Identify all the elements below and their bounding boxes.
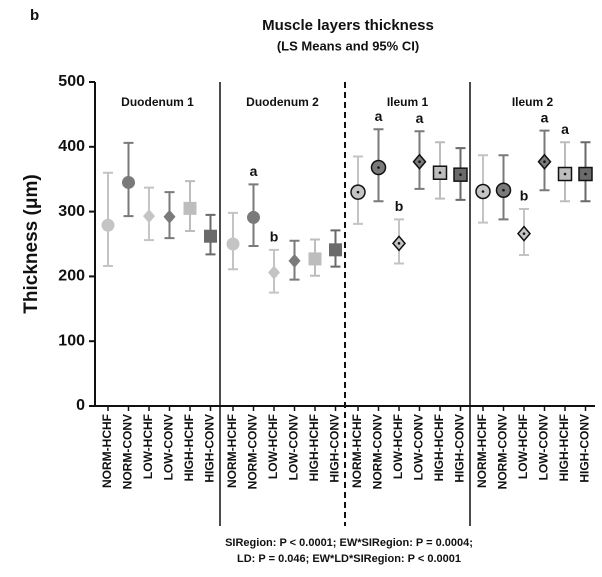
marker	[101, 218, 115, 232]
panel-title: Duodenum 1	[121, 95, 194, 109]
x-tick-label: LOW-CONV	[162, 414, 176, 480]
x-tick-label: NORM-HCHF	[350, 414, 364, 488]
marker-dot	[397, 242, 401, 245]
marker	[183, 201, 197, 215]
y-tick-label: 400	[58, 138, 85, 155]
x-tick-label: HIGH-HCHF	[432, 414, 446, 481]
marker	[163, 209, 176, 224]
marker	[143, 209, 155, 224]
significance-letter: b	[395, 198, 404, 214]
x-tick-label: LOW-CONV	[537, 414, 551, 480]
marker-dot	[356, 190, 360, 194]
y-tick-label: 300	[58, 203, 85, 220]
marker-dot	[481, 190, 485, 193]
marker	[226, 237, 240, 251]
x-tick-label: NORM-HCHF	[100, 414, 114, 488]
y-tick-label: 0	[76, 397, 85, 414]
marker-dot	[418, 160, 421, 164]
x-tick-label: NORM-CONV	[496, 414, 510, 489]
x-tick-label: HIGH-HCHF	[557, 414, 571, 481]
marker-dot	[377, 166, 380, 169]
x-tick-label: HIGH-CONV	[203, 414, 217, 483]
significance-letter: a	[375, 108, 383, 124]
x-tick-label: HIGH-HCHF	[307, 414, 321, 481]
marker	[288, 253, 301, 268]
marker-dot	[584, 172, 587, 176]
marker-dot	[438, 171, 442, 175]
panel-title: Ileum 1	[387, 95, 429, 109]
x-tick-label: HIGH-CONV	[578, 414, 592, 483]
chart-title: Muscle layers thickness	[262, 17, 434, 34]
x-tick-label: NORM-CONV	[371, 414, 385, 489]
x-tick-label: LOW-HCHF	[266, 414, 280, 479]
x-tick-label: HIGH-CONV	[453, 414, 467, 483]
x-tick-label: NORM-CONV	[246, 414, 260, 489]
marker-dot	[502, 188, 505, 192]
x-tick-label: NORM-CONV	[121, 414, 135, 489]
marker	[329, 243, 342, 257]
significance-letter: b	[520, 188, 529, 204]
x-tick-label: LOW-CONV	[287, 414, 301, 480]
x-tick-label: LOW-HCHF	[516, 414, 530, 479]
marker-dot	[563, 172, 567, 176]
y-tick-label: 200	[58, 268, 85, 285]
panel-label: b	[30, 7, 39, 24]
y-axis-label: Thickness (μm)	[21, 174, 42, 313]
marker-dot	[522, 232, 526, 235]
marker-dot	[543, 160, 546, 164]
panel-title: Ileum 2	[512, 95, 554, 109]
panel-title: Duodenum 2	[246, 95, 319, 109]
x-tick-label: HIGH-HCHF	[182, 414, 196, 481]
marker	[308, 252, 322, 266]
significance-letter: a	[250, 163, 258, 179]
note: LD: P = 0.046; EW*LD*SIRegion: P < 0.000…	[237, 553, 461, 565]
marker	[122, 175, 135, 189]
marker	[247, 210, 260, 224]
note: SIRegion: P < 0.0001; EW*SIRegion: P = 0…	[225, 537, 473, 549]
x-tick-label: NORM-HCHF	[475, 414, 489, 488]
significance-letter: a	[416, 110, 424, 126]
significance-letter: a	[541, 109, 549, 125]
y-tick-label: 100	[58, 332, 85, 349]
significance-letter: b	[270, 229, 279, 245]
marker-dot	[459, 173, 462, 176]
x-tick-label: HIGH-CONV	[328, 414, 342, 483]
chart-subtitle: (LS Means and 95% CI)	[277, 38, 419, 53]
y-tick-label: 500	[58, 73, 85, 90]
marker	[204, 229, 217, 243]
x-tick-label: LOW-CONV	[412, 414, 426, 480]
x-tick-label: NORM-HCHF	[225, 414, 239, 488]
x-tick-label: LOW-HCHF	[141, 414, 155, 479]
marker	[268, 265, 280, 280]
x-tick-label: LOW-HCHF	[391, 414, 405, 479]
significance-letter: a	[561, 121, 569, 137]
